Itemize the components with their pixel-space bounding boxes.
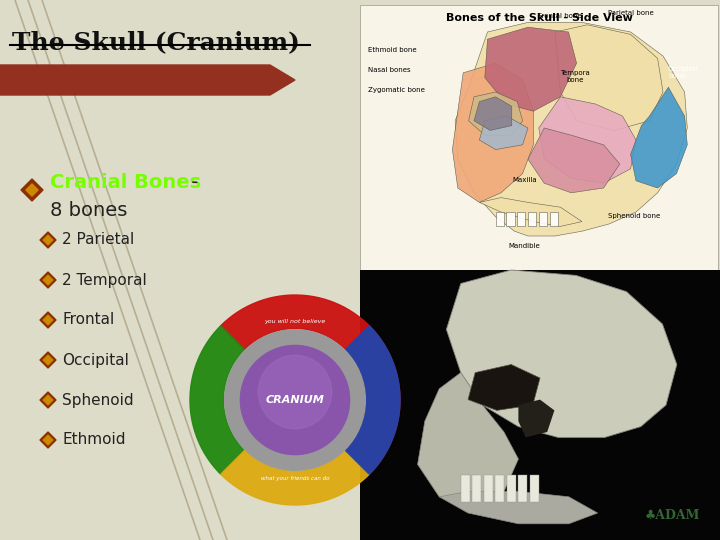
Polygon shape xyxy=(43,355,53,365)
Polygon shape xyxy=(40,272,56,288)
Polygon shape xyxy=(555,25,663,130)
Text: Occipital: Occipital xyxy=(62,353,129,368)
Polygon shape xyxy=(455,22,688,236)
Text: The Skull (Cranium): The Skull (Cranium) xyxy=(12,30,300,54)
Polygon shape xyxy=(446,270,677,437)
Polygon shape xyxy=(518,475,528,502)
Polygon shape xyxy=(43,275,53,285)
Polygon shape xyxy=(484,475,493,502)
Polygon shape xyxy=(40,432,56,448)
Polygon shape xyxy=(507,475,516,502)
Text: you will not believe: you will not believe xyxy=(264,319,325,324)
Polygon shape xyxy=(40,312,56,328)
Text: Mandible: Mandible xyxy=(508,243,540,249)
Text: Parietal bone: Parietal bone xyxy=(608,10,654,16)
Polygon shape xyxy=(468,364,540,410)
Text: Cranial Bones: Cranial Bones xyxy=(50,172,201,192)
Polygon shape xyxy=(190,326,245,474)
Text: Tempora
bone: Tempora bone xyxy=(560,70,590,83)
Text: Bones of the Skull - Side View: Bones of the Skull - Side View xyxy=(446,13,632,23)
Polygon shape xyxy=(0,65,295,95)
Polygon shape xyxy=(43,435,53,445)
Polygon shape xyxy=(528,128,620,193)
Polygon shape xyxy=(452,63,534,202)
Text: Frontal bone: Frontal bone xyxy=(538,13,582,19)
Polygon shape xyxy=(539,97,636,183)
Polygon shape xyxy=(43,315,53,325)
Text: Nasal bones: Nasal bones xyxy=(368,67,410,73)
Polygon shape xyxy=(485,27,577,111)
Text: Frontal: Frontal xyxy=(62,313,114,327)
Circle shape xyxy=(240,346,350,455)
Polygon shape xyxy=(495,475,504,502)
Text: Maxilla: Maxilla xyxy=(512,177,536,183)
Text: Sphenoid bone: Sphenoid bone xyxy=(608,213,660,219)
Polygon shape xyxy=(472,475,482,502)
FancyBboxPatch shape xyxy=(360,270,720,540)
Polygon shape xyxy=(461,475,470,502)
Polygon shape xyxy=(43,395,53,405)
Polygon shape xyxy=(518,400,554,437)
Polygon shape xyxy=(40,352,56,368)
Polygon shape xyxy=(517,212,526,226)
Polygon shape xyxy=(474,97,512,130)
Polygon shape xyxy=(26,184,38,196)
Polygon shape xyxy=(495,212,504,226)
Circle shape xyxy=(258,355,332,429)
Text: Ethmoid bone: Ethmoid bone xyxy=(368,47,417,53)
Text: Occipital
bone: Occipital bone xyxy=(668,66,698,79)
Polygon shape xyxy=(539,212,547,226)
Polygon shape xyxy=(480,198,582,226)
Polygon shape xyxy=(480,116,528,150)
Text: Ethmoid: Ethmoid xyxy=(62,433,125,448)
Text: what your friends can do: what your friends can do xyxy=(261,476,329,481)
Polygon shape xyxy=(40,232,56,248)
Text: Sphenoid: Sphenoid xyxy=(62,393,134,408)
Polygon shape xyxy=(40,392,56,408)
Text: ♣ADAM: ♣ADAM xyxy=(644,509,700,522)
Text: 2 Temporal: 2 Temporal xyxy=(62,273,147,287)
Polygon shape xyxy=(439,491,598,524)
Polygon shape xyxy=(418,373,518,508)
Polygon shape xyxy=(43,235,53,245)
Polygon shape xyxy=(21,179,43,201)
Polygon shape xyxy=(530,475,539,502)
Polygon shape xyxy=(549,212,558,226)
Polygon shape xyxy=(469,92,523,135)
FancyBboxPatch shape xyxy=(360,5,718,270)
Circle shape xyxy=(225,329,365,470)
Polygon shape xyxy=(221,450,369,505)
Polygon shape xyxy=(528,212,536,226)
Text: CRANIUM: CRANIUM xyxy=(266,395,325,405)
Text: -: - xyxy=(185,172,199,192)
Text: 2 Parietal: 2 Parietal xyxy=(62,233,134,247)
Text: Zygomatic bone: Zygomatic bone xyxy=(368,87,425,93)
Text: 8 bones: 8 bones xyxy=(50,200,127,219)
Polygon shape xyxy=(346,326,400,474)
Polygon shape xyxy=(631,87,688,188)
Polygon shape xyxy=(221,295,400,474)
Polygon shape xyxy=(506,212,515,226)
